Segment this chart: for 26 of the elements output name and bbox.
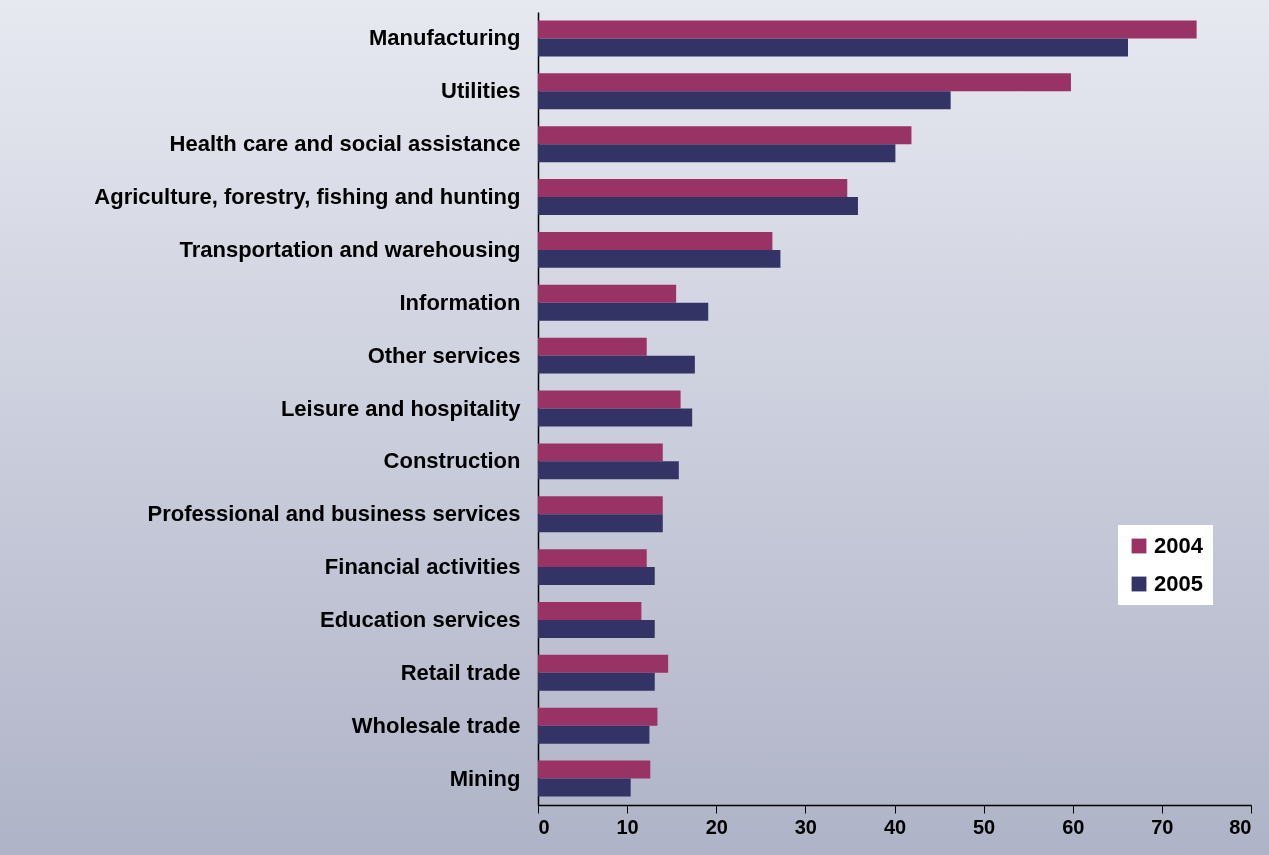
- y-tick-label: Other services: [367, 342, 521, 368]
- y-tick-label: Construction: [383, 448, 521, 474]
- y-tick-label: Retail trade: [400, 659, 521, 685]
- y-tick-label: Information: [399, 289, 521, 315]
- x-tick-label: 0: [538, 815, 550, 838]
- y-tick-label: Manufacturing: [368, 25, 521, 51]
- y-tick-label: Wholesale trade: [351, 712, 521, 738]
- y-tick-label: Utilities: [441, 78, 521, 104]
- y-tick-label: Transportation and warehousing: [179, 236, 521, 262]
- x-tick-label: 40: [883, 815, 907, 838]
- x-tick-label: 20: [705, 815, 728, 838]
- y-tick-label: Health care and social assistance: [169, 131, 521, 157]
- x-tick-label: 80: [1229, 815, 1252, 838]
- y-tick-label: Financial activities: [324, 554, 521, 580]
- x-tick-label: 50: [973, 815, 996, 838]
- y-tick-label: Mining: [449, 765, 521, 791]
- legend-label: 2005: [1154, 571, 1203, 596]
- y-tick-label: Agriculture, forestry, fishing and hunting: [94, 184, 521, 210]
- y-tick-label: Professional and business services: [147, 501, 521, 527]
- x-tick-label: 60: [1062, 815, 1085, 838]
- legend-label: 2004: [1154, 533, 1204, 558]
- y-tick-label: Leisure and hospitality: [280, 395, 522, 421]
- y-tick-label: Education services: [319, 606, 521, 632]
- x-tick-label: 30: [794, 815, 817, 838]
- x-tick-label: 10: [616, 815, 639, 838]
- x-tick-label: 70: [1151, 815, 1174, 838]
